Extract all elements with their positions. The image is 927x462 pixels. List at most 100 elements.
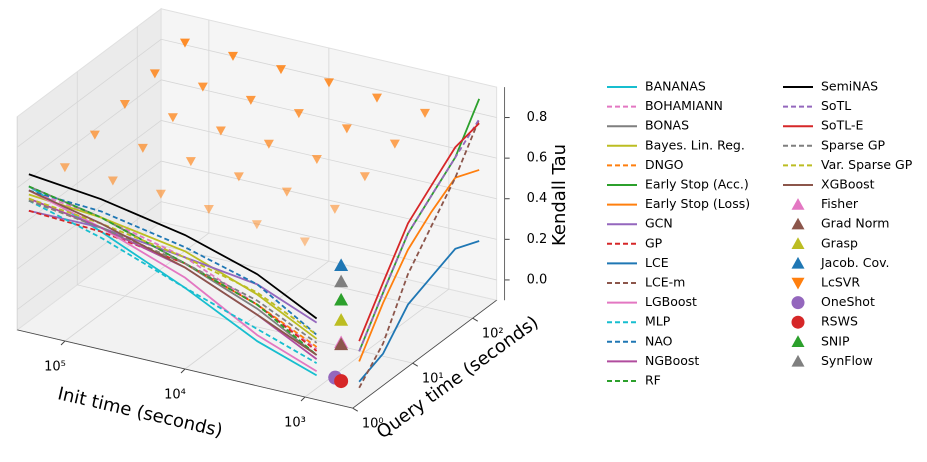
series-marker: [419, 108, 430, 118]
z-tick-label: 0.6: [527, 151, 548, 166]
z-tick-label: 0.8: [527, 110, 548, 125]
legend-label: BONAS: [645, 118, 689, 133]
x-tick: [300, 396, 306, 402]
series-line: [358, 122, 480, 342]
series-marker: [227, 51, 238, 61]
legend-label: LCE: [645, 255, 669, 270]
legend-label: LGBoost: [645, 294, 697, 309]
legend-label: Jacob. Cov.: [820, 255, 890, 270]
series-marker: [293, 109, 304, 119]
legend-label: OneShot: [821, 294, 875, 309]
legend-label: RSWS: [821, 314, 858, 329]
z-tick-label: 0.4: [527, 191, 548, 206]
x-tick: [60, 340, 66, 346]
legend-label: Fisher: [821, 196, 859, 211]
legend-label: BOHAMIANN: [645, 98, 723, 113]
legend-marker: [791, 296, 805, 310]
legend-marker: [791, 237, 805, 249]
series-marker: [323, 78, 334, 88]
x-tick-label: 10³: [284, 416, 306, 431]
legend-label: Early Stop (Loss): [645, 196, 750, 211]
legend-label: Sparse GP: [821, 137, 886, 152]
legend-label: SoTL-E: [821, 118, 863, 133]
y-tick: [472, 317, 479, 322]
legend-label: MLP: [645, 314, 671, 329]
legend-label: Grad Norm: [821, 216, 890, 231]
x-tick-label: 10⁴: [164, 388, 186, 403]
legend-marker: [791, 354, 805, 367]
series-marker: [359, 172, 370, 182]
series-marker: [334, 292, 349, 306]
legend-marker: [791, 217, 805, 230]
series-marker: [185, 157, 196, 167]
legend-marker: [791, 198, 805, 210]
series-marker: [251, 220, 262, 230]
legend-label: XGBoost: [821, 177, 875, 192]
legend-marker: [791, 315, 805, 329]
series-marker: [137, 143, 148, 153]
series-line: [28, 189, 318, 356]
z-tick-label: 0.0: [527, 272, 548, 287]
legend-label: Grasp: [821, 235, 858, 250]
series-marker: [179, 38, 190, 48]
series-line: [28, 199, 318, 364]
series-marker: [299, 237, 310, 247]
grid-line: [17, 160, 497, 270]
legend-marker: [791, 256, 805, 269]
z-tick-label: 0.2: [527, 232, 548, 247]
series-line: [28, 199, 318, 344]
grid-line: [17, 120, 497, 229]
y-axis-line: [352, 299, 497, 409]
series-marker: [329, 204, 340, 214]
legend-label: RF: [645, 373, 661, 388]
y-tick-label: 10⁰: [362, 417, 384, 432]
x-axis-label: Init time (seconds): [56, 383, 225, 441]
series-marker: [59, 163, 70, 173]
series-marker: [215, 126, 226, 136]
series-line: [28, 193, 318, 340]
series-marker: [203, 204, 214, 214]
z-axis-label: Kendall Tau: [549, 144, 570, 246]
series-marker: [155, 189, 166, 199]
series-line: [28, 173, 318, 320]
y-tick: [352, 407, 359, 412]
y-tick-label: 10²: [482, 327, 504, 342]
axes-panes: [16, 7, 498, 409]
series-marker: [149, 69, 160, 79]
grid-line: [17, 201, 497, 310]
series-marker: [119, 100, 130, 110]
series-marker: [263, 139, 274, 149]
legend-label: LcSVR: [821, 275, 860, 290]
x-tick: [180, 368, 186, 374]
series-marker: [281, 187, 292, 197]
legend-label: SemiNAS: [821, 79, 878, 94]
series-marker: [389, 139, 400, 149]
series-line: [358, 169, 480, 362]
grid-line: [17, 79, 497, 189]
series-marker: [89, 130, 100, 140]
series-marker: [334, 258, 349, 271]
legend-marker: [791, 277, 805, 290]
legend-label: DNGO: [645, 157, 684, 172]
legend-label: Early Stop (Acc.): [645, 177, 749, 192]
series-marker: [334, 313, 349, 326]
series-marker: [245, 95, 256, 105]
grid-line: [17, 38, 497, 148]
series-line: [358, 118, 481, 389]
legend-label: GCN: [645, 216, 673, 231]
y-tick-label: 10¹: [422, 372, 444, 387]
legend-label: SoTL: [821, 98, 851, 113]
legend-label: Var. Sparse GP: [821, 157, 913, 172]
legend-marker: [791, 335, 805, 347]
series-line: [28, 185, 318, 356]
series-marker: [371, 93, 382, 103]
series-marker: [311, 154, 322, 164]
series-marker: [233, 172, 244, 182]
series-marker: [334, 337, 349, 351]
series-marker: [334, 374, 349, 389]
legend-label: NAO: [645, 333, 673, 348]
series-marker: [275, 65, 286, 75]
series-line: [358, 118, 480, 352]
legend-label: LCE-m: [645, 275, 685, 290]
